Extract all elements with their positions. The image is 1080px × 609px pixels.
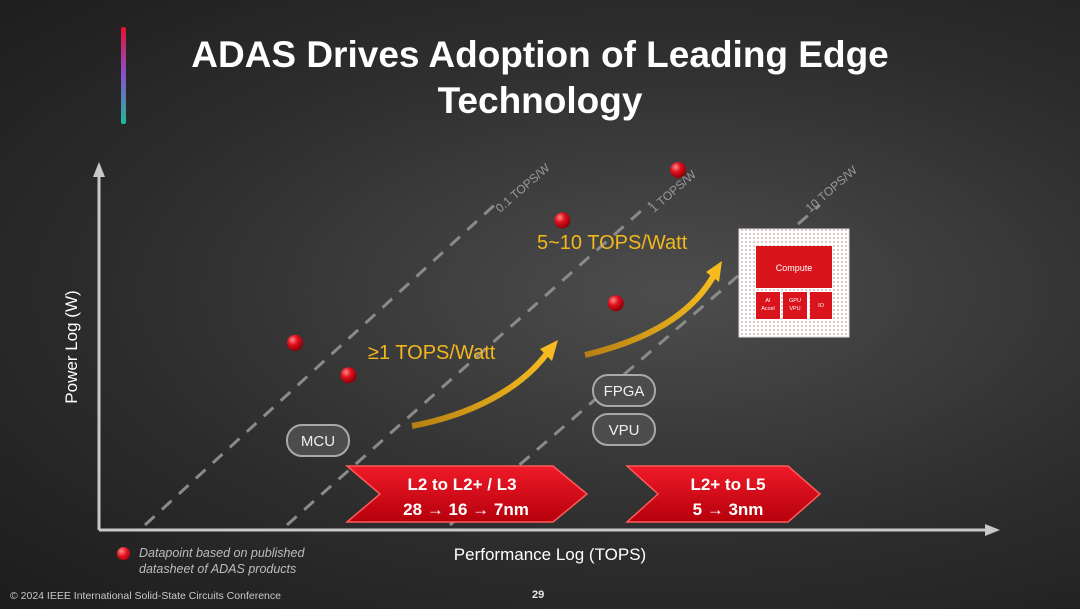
chip-compute-label: Compute (776, 263, 813, 273)
device-label-mcu-text: MCU (301, 433, 335, 450)
slide-title: ADAS Drives Adoption of Leading Edge Tec… (140, 32, 940, 124)
chip-gpu-label-2: VPU (789, 306, 800, 312)
title-line-1: ADAS Drives Adoption of Leading Edge (191, 34, 889, 75)
data-point-3 (554, 212, 571, 229)
stage-1-nodes: 28 → 16 → 7nm (403, 500, 529, 519)
stage-banner-l2plus-l5: L2+ to L5 5 → 3nm (625, 465, 822, 523)
device-label-vpu: VPU (592, 413, 656, 446)
chip-io-block (810, 292, 832, 319)
growth-arrow-1-head (540, 340, 558, 361)
device-label-fpga: FPGA (592, 374, 656, 407)
device-label-vpu-text: VPU (609, 422, 640, 439)
stage-1-levels: L2 to L2+ / L3 (407, 475, 516, 494)
device-label-mcu: MCU (286, 424, 350, 457)
legend-text: Datapoint based on published datasheet o… (139, 546, 305, 576)
efficiency-line-0.1 (143, 198, 502, 527)
chip-ai-label-1: AI (765, 298, 771, 304)
chip-compute-block (756, 246, 832, 288)
chip-diagram: Compute AI Accel GPU VPU IO (738, 228, 850, 338)
stage-banner-l2-l3: L2 to L2+ / L3 28 → 16 → 7nm (344, 465, 589, 523)
chip-gpu-label-1: GPU (789, 298, 801, 304)
device-label-fpga-text: FPGA (604, 383, 645, 400)
chip-ai-block (756, 292, 780, 319)
efficiency-line-1 (286, 201, 651, 527)
title-line-2: Technology (437, 80, 643, 121)
growth-arrow-2 (584, 273, 717, 358)
efficiency-label-10: 10 TOPS/W (803, 163, 861, 216)
x-axis-arrowhead (985, 524, 1000, 536)
legend-marker (117, 547, 130, 560)
growth-arrow-2-head (706, 261, 722, 282)
data-point-5 (607, 295, 624, 312)
chip-io-label: IO (818, 303, 825, 309)
annotation-1-tops-per-watt: ≥1 TOPS/Watt (368, 342, 496, 364)
stage-2-nodes: 5 → 3nm (693, 500, 764, 519)
chip-ai-label-2: Accel (761, 306, 774, 312)
y-axis-arrowhead (93, 162, 105, 177)
footer-copyright: © 2024 IEEE International Solid-State Ci… (10, 590, 281, 602)
data-point-2 (340, 367, 357, 384)
chip-gpu-block (783, 292, 807, 319)
annotation-5-10-tops-per-watt: 5~10 TOPS/Watt (537, 232, 688, 254)
stage-2-levels: L2+ to L5 (690, 475, 765, 494)
page-number: 29 (532, 589, 545, 601)
efficiency-label-0.1: 0.1 TOPS/W (493, 160, 553, 215)
data-points (287, 162, 687, 384)
title-accent-bar (121, 27, 126, 124)
x-axis-label: Performance Log (TOPS) (454, 545, 646, 564)
growth-arrow-1 (411, 350, 551, 429)
data-point-1 (287, 334, 304, 351)
data-point-4 (670, 162, 687, 178)
y-axis-label: Power Log (W) (62, 290, 81, 403)
